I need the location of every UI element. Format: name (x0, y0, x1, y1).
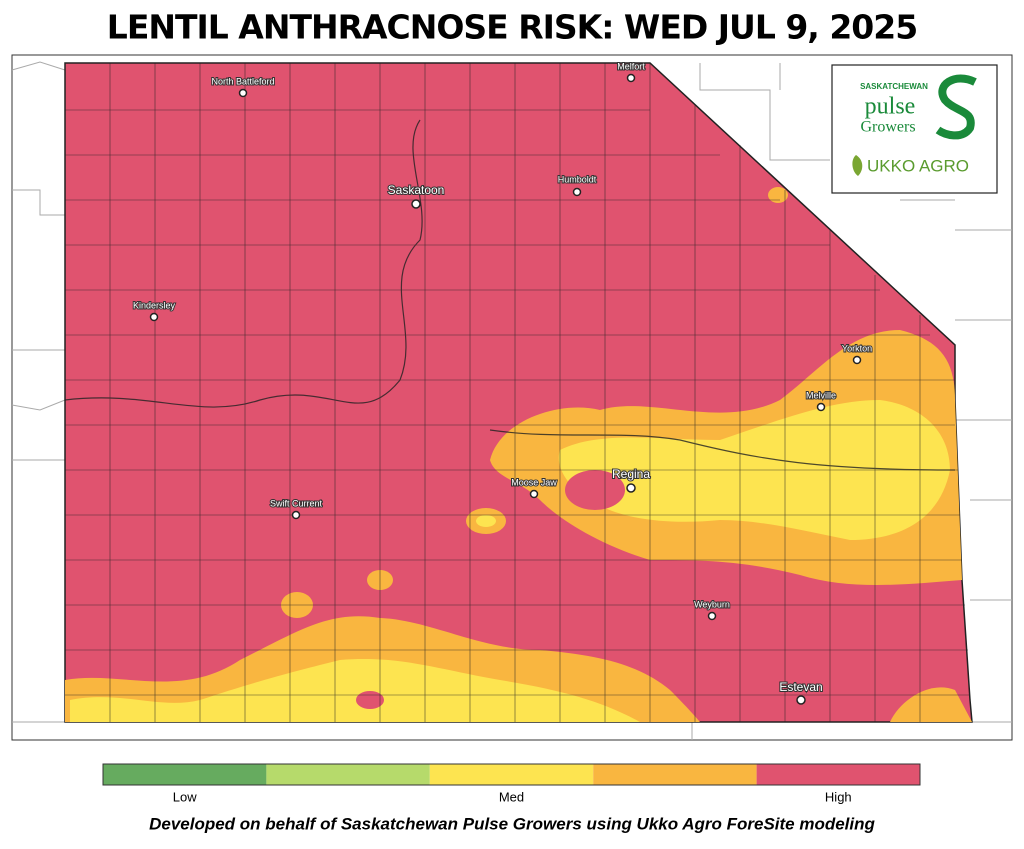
city-dot (852, 355, 862, 365)
legend-label: Low (173, 789, 197, 804)
city-dot (238, 88, 248, 98)
city-dot (149, 312, 159, 322)
legend-border (102, 763, 921, 786)
rm-boundaries (64, 63, 970, 722)
city-dot (572, 187, 582, 197)
city-dot (707, 611, 717, 621)
city-label: Kindersley (133, 300, 176, 310)
city-label: Weyburn (694, 599, 730, 609)
city-dot (796, 695, 806, 705)
city-label: Yorkton (842, 343, 872, 353)
city-label: Swift Current (270, 498, 323, 508)
logo-org-sub: Growers (860, 119, 915, 136)
legend-swatch (756, 764, 920, 785)
footer: Developed on behalf of Saskatchewan Puls… (149, 814, 875, 833)
city-label: Moose Jaw (511, 477, 557, 487)
city-dot (529, 489, 539, 499)
legend-label: High (825, 789, 852, 804)
city-dot (411, 199, 421, 209)
logo-wheat-mark (852, 155, 863, 176)
city-label: Humboldt (558, 174, 597, 184)
logo-s-mark (935, 74, 977, 140)
city-label: Melville (806, 390, 836, 400)
legend-swatch (429, 764, 594, 785)
logo-org-top: SASKATCHEWAN (860, 82, 928, 91)
city-dot (626, 483, 636, 493)
city-dot (291, 510, 301, 520)
city-dot (626, 73, 636, 83)
title: LENTIL ANTHRACNOSE RISK: WED JUL 9, 2025 (107, 8, 917, 47)
legend-swatch (266, 764, 430, 785)
legend-swatch (593, 764, 757, 785)
city-label: Regina (612, 467, 650, 481)
legend-label: Med (499, 789, 524, 804)
city-label: Melfort (617, 61, 645, 71)
logo-org-main: pulse (865, 94, 916, 120)
city-label: North Battleford (211, 76, 274, 86)
logo-partner: UKKO AGRO (867, 156, 969, 175)
legend: Low Med High (102, 763, 921, 804)
city-dot (816, 402, 826, 412)
city-label: Saskatoon (388, 183, 445, 197)
city-layer: North Battleford Melfort Saskatoon Humboldt… (132, 60, 873, 705)
high-risk-pockets (356, 470, 625, 709)
city-label: Estevan (779, 680, 822, 694)
legend-swatch (103, 764, 267, 785)
